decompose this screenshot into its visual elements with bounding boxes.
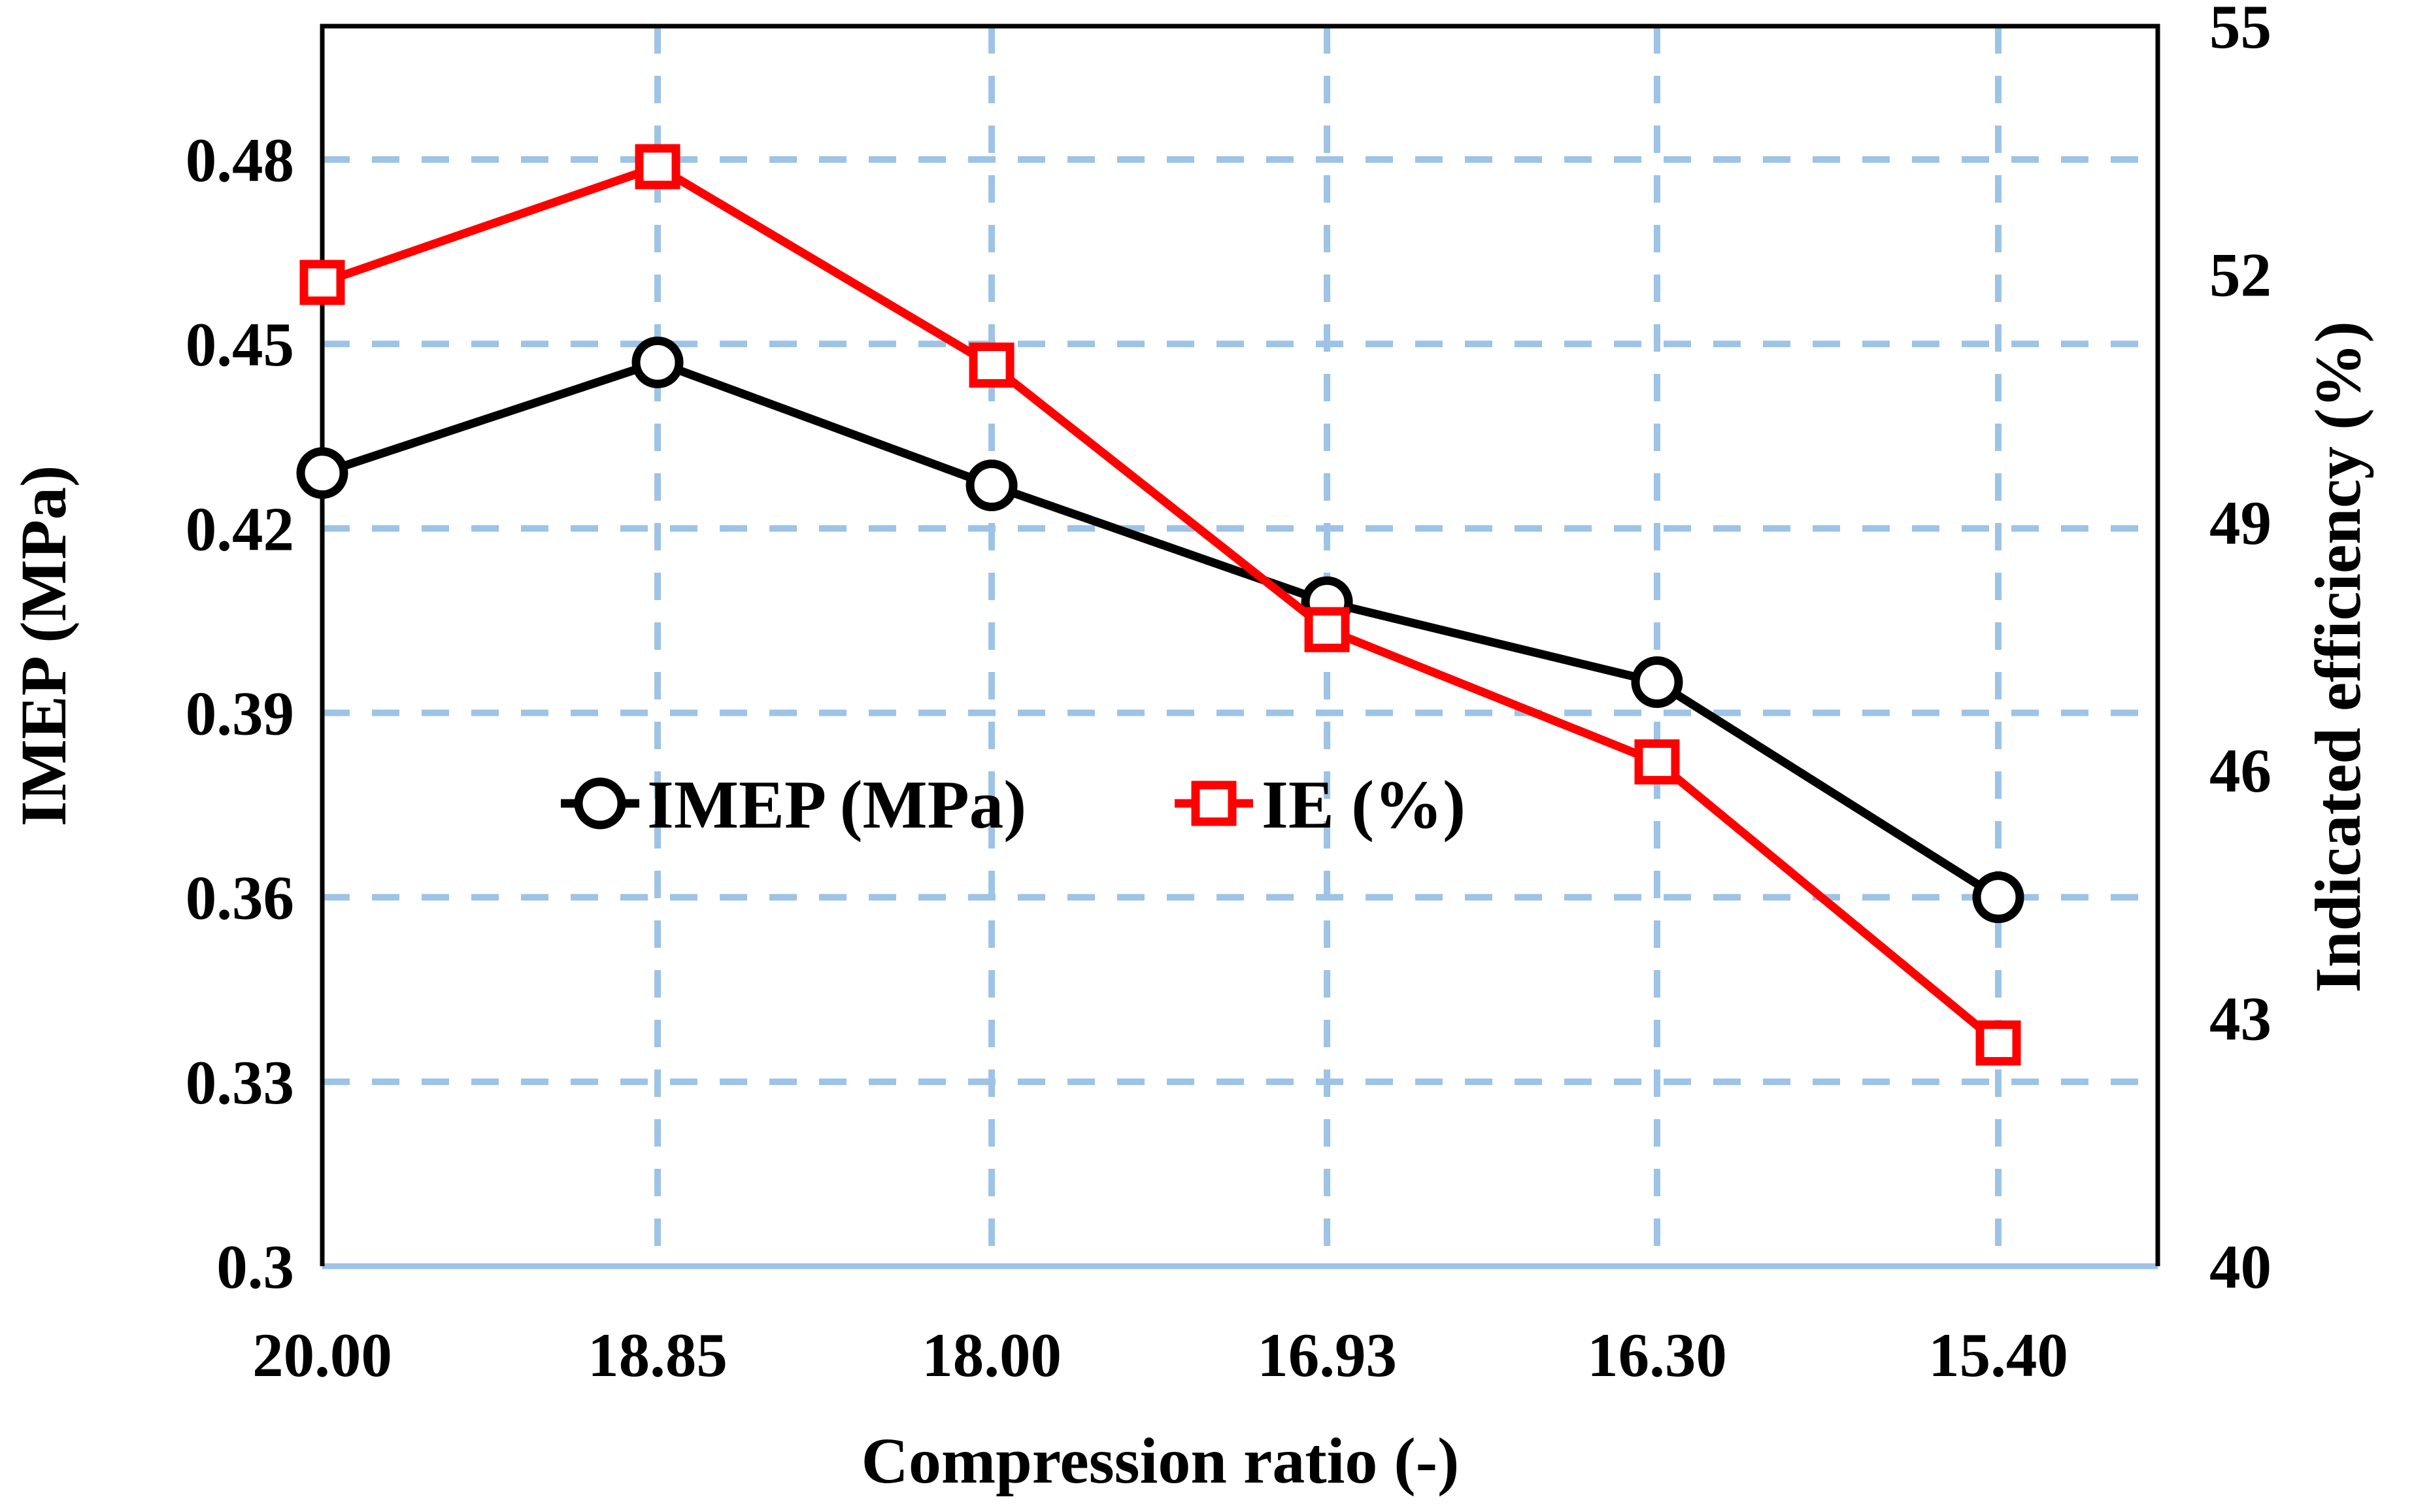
right-axis-tick-label: 55	[2209, 0, 2272, 61]
left-axis-tick-label: 0.33	[186, 1048, 294, 1117]
legend-ie-label: IE (%)	[1262, 766, 1466, 843]
ie-series-line	[320, 161, 2002, 1047]
legend-imep-marker-icon	[574, 777, 626, 830]
gridlines	[322, 26, 2158, 1266]
imep-data-point	[296, 447, 348, 499]
right-axis-tick-label: 46	[2209, 736, 2272, 805]
legend-item-ie: IE (%)	[1175, 766, 1466, 843]
left-axis-tick-label: 0.48	[186, 126, 294, 195]
right-axis-tick-label: 49	[2209, 488, 2272, 558]
right-axis-tick-label: 40	[2209, 1232, 2272, 1302]
ie-data-point	[969, 343, 1014, 388]
left-axis-tick-label: 0.39	[186, 679, 294, 748]
left-axis-tick-label: 0.42	[186, 494, 294, 563]
legend: IMEP (MPa) IE (%)	[561, 766, 1466, 843]
left-axis-tick-label: 0.36	[186, 864, 294, 933]
imep-data-point	[631, 336, 684, 388]
imep-data-point	[1972, 871, 2024, 924]
x-axis-tick-label: 18.85	[588, 1320, 728, 1390]
right-axis-tick-label: 43	[2209, 984, 2272, 1054]
plot-border	[320, 24, 2160, 1266]
tick-labels: 0.48 0.45 0.42 0.39 0.36 0.33 0.3 55 52 49 46 43 40 2…	[186, 0, 2272, 1390]
x-axis-tick-label: 18.00	[922, 1320, 1062, 1390]
x-axis-title: Compression ratio (-)	[862, 1424, 1460, 1497]
right-axis-title: Indicated efficiency (%)	[2302, 321, 2374, 993]
imep-data-point	[1631, 656, 1683, 708]
legend-imep-label: IMEP (MPa)	[647, 766, 1026, 843]
x-axis-tick-label: 20.00	[252, 1320, 392, 1390]
ie-data-point	[1304, 607, 1350, 652]
imep-series-line	[320, 358, 2001, 901]
ie-data-point	[1634, 739, 1680, 785]
x-axis-tick-label: 16.93	[1257, 1320, 1397, 1390]
imep-data-point	[965, 459, 1018, 511]
left-axis-tick-label: 0.3	[216, 1232, 294, 1302]
x-axis-tick-label: 15.40	[1928, 1320, 2068, 1390]
ie-data-point	[299, 260, 345, 305]
ie-data-point	[1975, 1020, 2021, 1066]
ie-data-point	[635, 144, 680, 190]
legend-item-imep: IMEP (MPa)	[561, 766, 1026, 843]
plot-frame	[320, 24, 2160, 1269]
axis-titles: Compression ratio (-) IMEP (MPa) Indicat…	[7, 321, 2374, 1497]
x-axis-tick-label: 16.30	[1587, 1320, 1727, 1390]
data-series	[296, 144, 2024, 1066]
left-axis-title: IMEP (MPa)	[7, 465, 80, 827]
right-axis-tick-label: 52	[2209, 240, 2272, 309]
legend-ie-marker-icon	[1191, 781, 1237, 826]
left-axis-tick-label: 0.45	[186, 310, 294, 379]
